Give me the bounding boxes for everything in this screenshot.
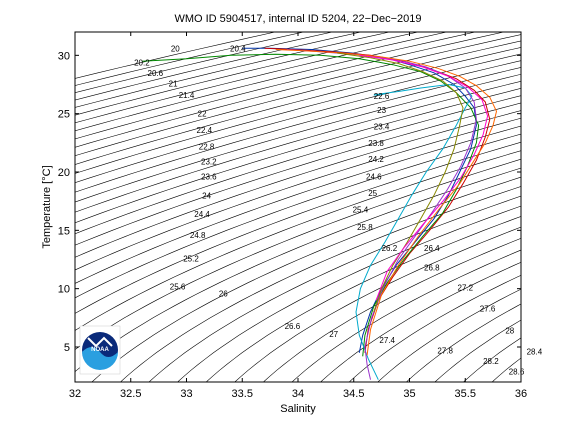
y-tick-label: 10 xyxy=(58,284,70,296)
y-tick-label: 15 xyxy=(58,225,70,237)
contour-label: 23.6 xyxy=(201,173,217,182)
contour-label: 20 xyxy=(171,44,180,53)
contour-label: 27.2 xyxy=(458,284,474,293)
contour-label: 22 xyxy=(198,110,207,119)
contour-label: 23.2 xyxy=(201,158,217,167)
contour-label: 23.8 xyxy=(368,139,384,148)
contour-label: 24 xyxy=(202,191,211,200)
contour-label: 28.2 xyxy=(483,357,499,366)
contour-label: 26 xyxy=(219,289,228,298)
contour-label: 27.4 xyxy=(379,336,395,345)
contour-label: 28.6 xyxy=(509,368,525,377)
contour-label: 23 xyxy=(377,106,386,115)
x-tick-label: 35.5 xyxy=(455,388,476,400)
contour-label: 20.6 xyxy=(148,69,164,78)
contour-label: 26.4 xyxy=(424,244,440,253)
contour-label: 24.4 xyxy=(194,210,210,219)
x-axis-label: Salinity xyxy=(280,403,316,415)
svg-text:NOAA: NOAA xyxy=(91,347,109,353)
contour-label: 22.8 xyxy=(199,142,215,151)
contour-label: 26.6 xyxy=(285,322,301,331)
x-tick-label: 33 xyxy=(180,388,192,400)
contour-label: 23.4 xyxy=(374,123,390,132)
contour-label: 22.4 xyxy=(197,126,213,135)
density-contour xyxy=(537,20,576,393)
x-tick-label: 32.5 xyxy=(120,388,141,400)
y-axis-label: Temperature [°C] xyxy=(41,165,53,248)
contour-label: 27.8 xyxy=(437,347,453,356)
contour-label: 20.2 xyxy=(134,58,150,67)
contour-label: 28.4 xyxy=(527,348,543,357)
y-tick-label: 20 xyxy=(58,167,70,179)
x-tick-label: 36 xyxy=(515,388,527,400)
x-tick-label: 32 xyxy=(69,388,81,400)
y-tick-label: 5 xyxy=(64,342,70,354)
contour-label: 25.4 xyxy=(353,205,369,214)
y-tick-label: 30 xyxy=(58,50,70,62)
contour-label: 26.2 xyxy=(382,244,398,253)
contour-label: 24.6 xyxy=(366,173,382,182)
contour-label: 25 xyxy=(368,189,377,198)
density-contour xyxy=(566,20,576,393)
contour-label: 21 xyxy=(169,79,178,88)
y-tick-label: 25 xyxy=(58,109,70,121)
contour-label: 22.6 xyxy=(374,92,390,101)
contour-label: 27 xyxy=(329,330,338,339)
contour-label: 26.8 xyxy=(424,264,440,273)
contour-label: 27.6 xyxy=(480,305,496,314)
contour-label: 21.4 xyxy=(179,91,195,100)
contour-label: 28 xyxy=(505,327,514,336)
contour-label: 20.4 xyxy=(230,44,246,53)
x-tick-label: 34 xyxy=(292,388,304,400)
x-tick-label: 35 xyxy=(403,388,415,400)
x-tick-label: 33.5 xyxy=(232,388,253,400)
noaa-logo-icon: NOAA xyxy=(80,326,120,374)
contour-label: 24.8 xyxy=(190,231,206,240)
chart-title: WMO ID 5904517, internal ID 5204, 22−Dec… xyxy=(174,13,421,25)
x-tick-label: 34.5 xyxy=(343,388,364,400)
contour-label: 25.8 xyxy=(357,223,373,232)
contour-label: 25.2 xyxy=(183,254,199,263)
contour-label: 24.2 xyxy=(368,155,384,164)
contour-label: 25.6 xyxy=(170,282,186,291)
